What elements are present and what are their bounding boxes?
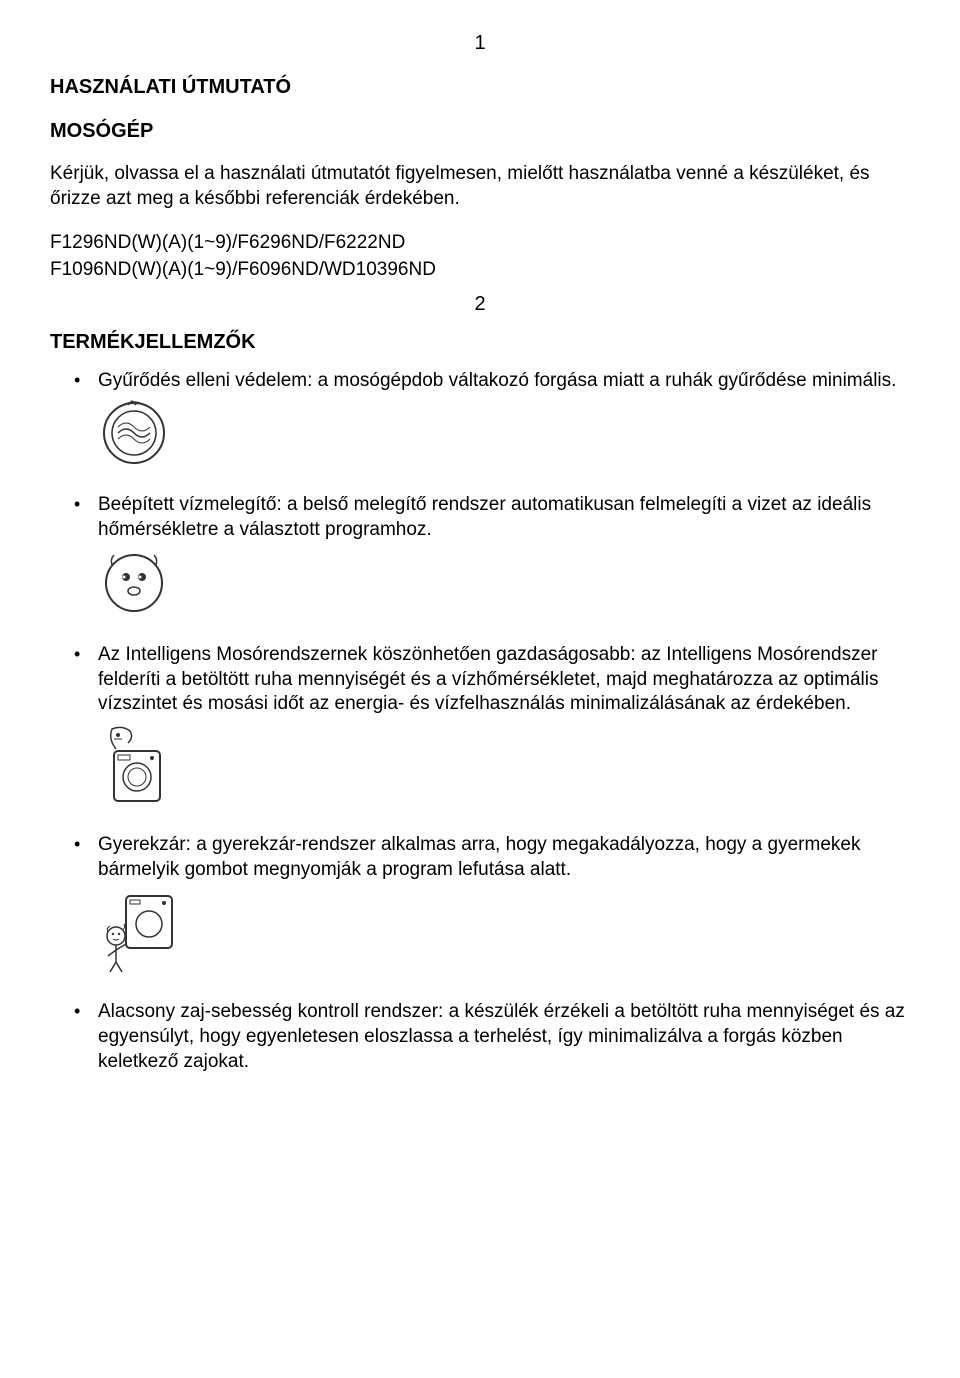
heater-face-icon <box>98 547 170 619</box>
feature-text: Az Intelligens Mosórendszernek köszönhet… <box>98 644 878 714</box>
smart-washer-icon <box>98 721 176 809</box>
child-lock-icon <box>98 886 182 976</box>
section-heading: TERMÉKJELLEMZŐK <box>50 329 910 355</box>
page-number-1: 1 <box>50 30 910 56</box>
feature-item-4: Gyerekzár: a gyerekzár-rendszer alkalmas… <box>98 833 910 976</box>
feature-text: Alacsony zaj-sebesség kontroll rendszer:… <box>98 1001 905 1071</box>
feature-item-2: Beépített vízmelegítő: a belső melegítő … <box>98 493 910 618</box>
feature-item-5: Alacsony zaj-sebesség kontroll rendszer:… <box>98 1000 910 1074</box>
feature-text: Gyűrődés elleni védelem: a mosógépdob vá… <box>98 370 896 391</box>
feature-text: Gyerekzár: a gyerekzár-rendszer alkalmas… <box>98 834 860 880</box>
feature-text: Beépített vízmelegítő: a belső melegítő … <box>98 494 871 540</box>
feature-item-3: Az Intelligens Mosórendszernek köszönhet… <box>98 643 910 809</box>
model-line-2: F1096ND(W)(A)(1~9)/F6096ND/WD10396ND <box>50 258 910 283</box>
model-line-1: F1296ND(W)(A)(1~9)/F6296ND/F6222ND <box>50 231 910 256</box>
washing-drum-icon <box>98 397 170 469</box>
document-title: HASZNÁLATI ÚTMUTATÓ <box>50 74 910 100</box>
feature-list: Gyűrődés elleni védelem: a mosógépdob vá… <box>50 369 910 1075</box>
intro-paragraph: Kérjük, olvassa el a használati útmutató… <box>50 162 910 211</box>
feature-item-1: Gyűrődés elleni védelem: a mosógépdob vá… <box>98 369 910 470</box>
document-subtitle: MOSÓGÉP <box>50 118 910 144</box>
page-number-2: 2 <box>50 291 910 317</box>
